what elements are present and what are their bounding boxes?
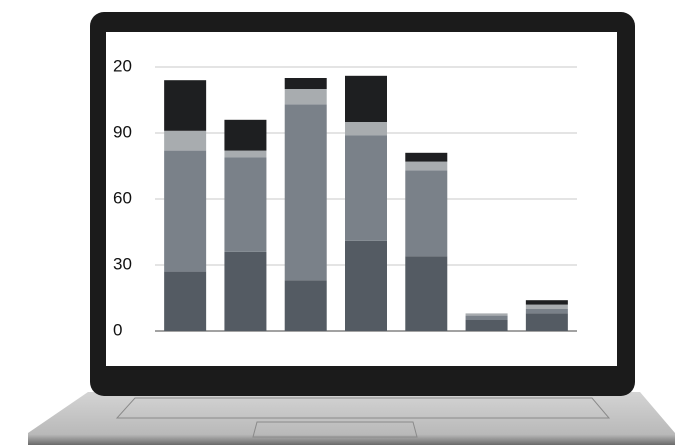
bar-segment (345, 240, 387, 331)
bar-segment (224, 157, 267, 252)
bar-segment (345, 75, 387, 122)
y-tick-label: 60 (113, 188, 132, 207)
y-tick-label: 90 (113, 122, 132, 141)
bar-segment (345, 135, 387, 241)
bar-segment (465, 320, 508, 331)
bar-segment (164, 271, 207, 331)
bar-segment (284, 78, 327, 89)
bar-segment (525, 309, 568, 314)
y-tick-label: 30 (113, 254, 132, 273)
bar-segment (405, 152, 448, 162)
bar-segment (164, 150, 207, 272)
bar-segment (224, 119, 267, 151)
plot: 0 30 60 90 20 (113, 56, 577, 339)
bar-segment (284, 104, 327, 281)
bar-segment (284, 280, 327, 331)
bar-segment (224, 150, 267, 158)
bar-segment (525, 304, 568, 309)
y-tick-label: 0 (113, 320, 122, 339)
y-tick-label: 20 (113, 56, 132, 75)
bar-segment (525, 300, 568, 305)
bar-segment (465, 313, 508, 316)
bar-segment (164, 80, 207, 131)
bar-segment (164, 130, 207, 151)
bar-segment (405, 170, 448, 257)
bar-segment (224, 251, 267, 331)
bar-segment (284, 89, 327, 105)
bar-segment (345, 122, 387, 136)
bar-segment (405, 161, 448, 171)
touchpad (252, 421, 418, 438)
bar-segment (465, 315, 508, 320)
keyboard-outline (115, 397, 611, 419)
bar-segment (525, 313, 568, 331)
bar-segment (405, 256, 448, 331)
